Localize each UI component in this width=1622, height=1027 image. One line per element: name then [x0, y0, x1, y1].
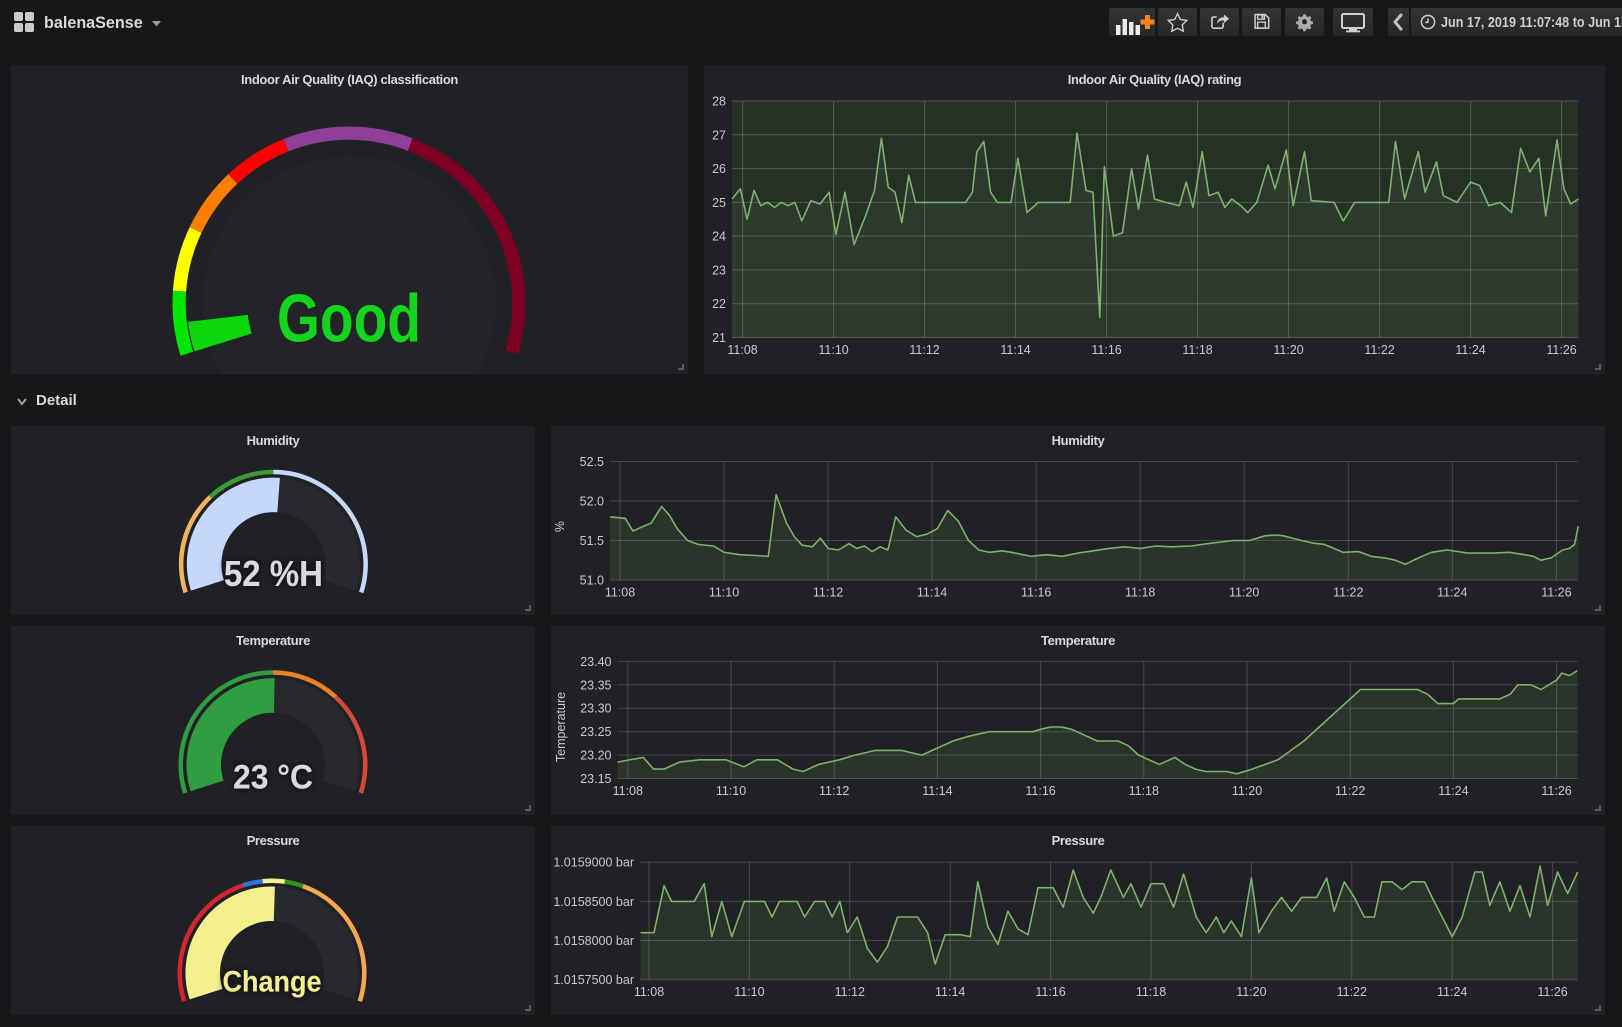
svg-text:Change: Change — [223, 966, 322, 999]
svg-text:Good: Good — [277, 281, 421, 357]
svg-text:11:24: 11:24 — [1437, 985, 1467, 999]
svg-text:51.5: 51.5 — [580, 534, 604, 548]
svg-text:11:22: 11:22 — [1333, 586, 1363, 600]
svg-text:52.0: 52.0 — [580, 495, 604, 509]
svg-text:11:08: 11:08 — [727, 343, 757, 357]
svg-text:11:14: 11:14 — [935, 985, 965, 999]
svg-text:1.0159000 bar: 1.0159000 bar — [553, 856, 634, 870]
svg-text:11:26: 11:26 — [1537, 985, 1567, 999]
svg-text:26: 26 — [712, 162, 726, 176]
svg-text:27: 27 — [712, 128, 726, 142]
svg-text:11:20: 11:20 — [1229, 586, 1259, 600]
svg-text:11:18: 11:18 — [1129, 784, 1159, 798]
svg-text:23.40: 23.40 — [580, 655, 611, 669]
svg-text:11:18: 11:18 — [1182, 343, 1212, 357]
svg-text:11:16: 11:16 — [1035, 985, 1065, 999]
svg-text:22: 22 — [712, 297, 726, 311]
svg-text:11:24: 11:24 — [1438, 784, 1468, 798]
svg-text:11:18: 11:18 — [1136, 985, 1166, 999]
svg-text:51.0: 51.0 — [580, 574, 604, 588]
svg-text:23.20: 23.20 — [580, 749, 611, 763]
svg-text:11:10: 11:10 — [734, 985, 764, 999]
svg-text:11:16: 11:16 — [1021, 586, 1051, 600]
svg-text:11:16: 11:16 — [1091, 343, 1121, 357]
svg-text:1.0158500 bar: 1.0158500 bar — [553, 895, 634, 909]
svg-text:11:22: 11:22 — [1364, 343, 1394, 357]
svg-text:11:24: 11:24 — [1437, 586, 1467, 600]
svg-text:11:12: 11:12 — [813, 586, 843, 600]
svg-text:11:14: 11:14 — [1000, 343, 1030, 357]
svg-text:%: % — [553, 521, 567, 532]
svg-text:11:18: 11:18 — [1125, 586, 1155, 600]
svg-text:11:24: 11:24 — [1455, 343, 1485, 357]
svg-text:11:08: 11:08 — [613, 784, 643, 798]
svg-text:28: 28 — [712, 95, 726, 109]
svg-text:11:20: 11:20 — [1236, 985, 1266, 999]
svg-text:Temperature: Temperature — [554, 692, 568, 762]
svg-text:1.0157500 bar: 1.0157500 bar — [553, 973, 634, 987]
svg-text:52 %H: 52 %H — [224, 553, 323, 594]
svg-text:11:12: 11:12 — [835, 985, 865, 999]
svg-text:23.35: 23.35 — [580, 678, 611, 692]
svg-text:11:08: 11:08 — [634, 985, 664, 999]
svg-text:11:20: 11:20 — [1232, 784, 1262, 798]
svg-text:23.25: 23.25 — [580, 725, 611, 739]
svg-text:11:12: 11:12 — [909, 343, 939, 357]
svg-text:11:26: 11:26 — [1541, 586, 1571, 600]
svg-text:1.0158000 bar: 1.0158000 bar — [553, 934, 634, 948]
svg-text:11:22: 11:22 — [1335, 784, 1365, 798]
svg-text:52.5: 52.5 — [580, 455, 604, 469]
svg-text:23.15: 23.15 — [580, 772, 611, 786]
svg-text:11:22: 11:22 — [1337, 985, 1367, 999]
svg-text:11:26: 11:26 — [1541, 784, 1571, 798]
svg-text:24: 24 — [712, 230, 726, 244]
svg-text:23 °C: 23 °C — [233, 758, 313, 796]
svg-text:11:16: 11:16 — [1025, 784, 1055, 798]
svg-text:11:14: 11:14 — [922, 784, 952, 798]
svg-text:25: 25 — [712, 196, 726, 210]
svg-text:11:26: 11:26 — [1546, 343, 1576, 357]
svg-text:11:14: 11:14 — [917, 586, 947, 600]
svg-text:11:10: 11:10 — [709, 586, 739, 600]
svg-text:11:12: 11:12 — [819, 784, 849, 798]
svg-text:21: 21 — [712, 331, 726, 345]
svg-text:11:08: 11:08 — [605, 586, 635, 600]
svg-text:23: 23 — [712, 263, 726, 277]
svg-text:11:10: 11:10 — [818, 343, 848, 357]
svg-text:11:20: 11:20 — [1273, 343, 1303, 357]
svg-text:11:10: 11:10 — [716, 784, 746, 798]
svg-text:23.30: 23.30 — [580, 702, 611, 716]
